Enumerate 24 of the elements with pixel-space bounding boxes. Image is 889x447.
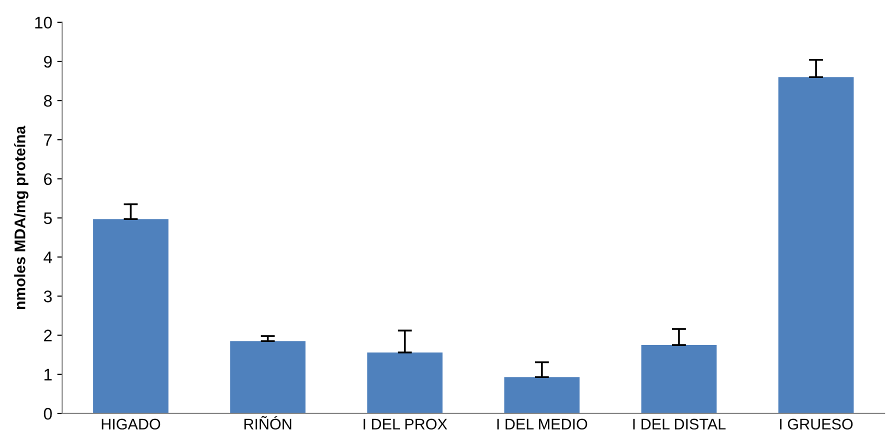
bar [778,77,854,414]
y-tick-label: 9 [44,56,52,68]
y-tick-label: 3 [44,290,52,302]
y-tick-label: 7 [44,134,52,146]
y-tick-label: 10 [35,16,52,29]
y-tick-label: 8 [44,94,52,107]
x-tick-label: I DEL PROX [364,418,448,430]
x-tick-label: I DEL MEDIO [497,418,588,430]
x-tick-label: RIÑÓN [244,416,292,430]
x-tick-label: I GRUESO [780,418,853,430]
y-tick-label: 4 [44,252,52,264]
x-tick-label: HIGADO [102,418,160,430]
y-tick-label: 5 [44,212,52,224]
bar [641,345,717,414]
y-axis-title: nmoles MDA/mg proteína [14,126,28,309]
y-tick-label: 0 [44,408,52,420]
bar [367,352,443,414]
bar [230,341,306,414]
y-tick-label: 1 [44,368,52,380]
bar [93,219,168,414]
y-tick-label: 6 [44,173,52,186]
y-tick-label: 2 [44,330,52,342]
bar [504,377,580,414]
x-tick-label: I DEL DISTAL [633,418,726,430]
